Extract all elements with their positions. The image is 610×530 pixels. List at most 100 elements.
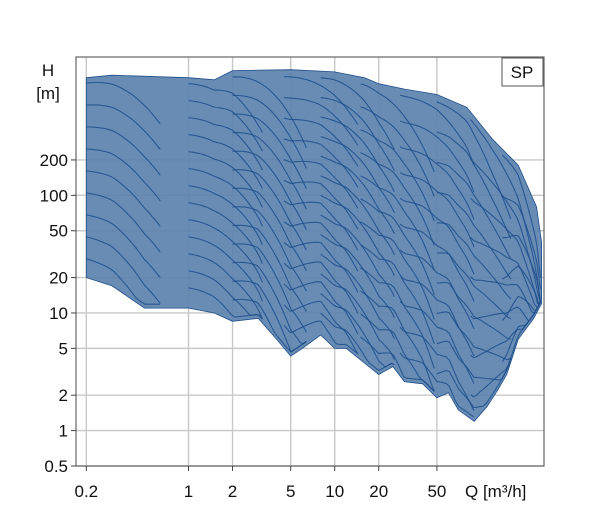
pump-curve <box>501 301 541 362</box>
pump-curve <box>436 357 512 409</box>
y-tick-label: 50 <box>49 222 68 241</box>
pump-curve <box>320 155 395 234</box>
pump-curve <box>188 253 263 320</box>
plot-frame <box>75 56 545 467</box>
pump-curve <box>399 120 475 193</box>
pump-curve <box>188 202 263 264</box>
pump-curve <box>399 249 475 330</box>
pump-curve <box>436 192 512 280</box>
pump-curve <box>501 154 541 278</box>
x-tick-label: 0.2 <box>74 482 98 501</box>
pump-curve <box>232 187 307 271</box>
pump-curve <box>188 168 263 227</box>
pump-curve <box>470 158 541 303</box>
pump-curve <box>502 195 541 290</box>
pump-curve <box>501 295 541 321</box>
pump-curve <box>188 83 263 133</box>
pump-curve <box>283 179 359 230</box>
pump-curve <box>320 175 395 255</box>
y-tick-labels: 0.5 1 2 5 10 20 50 100 200 <box>40 151 68 476</box>
pump-curve <box>436 340 512 381</box>
pump-curve <box>283 117 359 167</box>
y-axis-title: H <box>42 61 54 80</box>
pump-curve <box>86 126 161 176</box>
pump-curve <box>320 253 395 339</box>
pump-curve <box>320 77 395 151</box>
pump-curve <box>188 219 263 283</box>
x-tick-labels: 0.2 1 2 5 10 20 50 <box>74 482 446 501</box>
pump-curve <box>399 275 475 357</box>
performance-curves <box>85 69 542 422</box>
pump-curve <box>232 206 307 292</box>
pump-curve <box>232 94 307 169</box>
pump-curve <box>320 116 395 193</box>
pump-curve <box>399 301 475 384</box>
pump-curve <box>283 281 359 335</box>
y-tick-label: 1 <box>59 422 68 441</box>
pump-curve <box>232 224 307 312</box>
pump-curve <box>232 243 307 333</box>
pump-curve <box>283 241 359 293</box>
pump-curve <box>86 214 161 279</box>
pump-curve <box>86 81 161 125</box>
pump-curve <box>399 146 475 220</box>
pump-curve <box>360 83 435 173</box>
pump-curve <box>470 276 541 314</box>
pump-curve <box>232 261 307 345</box>
pump-curve <box>436 131 512 240</box>
pump-curve <box>502 265 541 307</box>
pump-curve <box>436 281 511 340</box>
y-tick-label: 20 <box>49 269 68 288</box>
pump-curve <box>320 234 395 318</box>
pump-curve <box>399 326 475 412</box>
pump-curve <box>86 258 161 305</box>
pump-curve <box>232 150 307 230</box>
x-tick-label: 10 <box>325 482 344 501</box>
pump-curve <box>320 214 395 297</box>
pump-curve <box>360 175 435 271</box>
pump-curve <box>399 352 475 418</box>
pump-curve <box>232 76 307 149</box>
tick-marks <box>71 159 438 471</box>
y-tick-label: 100 <box>40 186 68 205</box>
x-tick-label: 20 <box>369 482 388 501</box>
pump-curve <box>283 261 359 314</box>
pump-curve <box>360 313 435 392</box>
pump-curve <box>86 104 161 150</box>
pump-curve <box>320 96 395 172</box>
pump-curve <box>188 236 263 302</box>
pump-curve <box>232 113 307 190</box>
pump-curve <box>188 270 263 320</box>
pump-curve <box>436 252 512 320</box>
pump-curve <box>470 197 541 305</box>
pump-curve <box>283 96 359 146</box>
pump-curve <box>470 237 541 309</box>
y-tick-label: 5 <box>59 339 68 358</box>
pump-curve <box>436 222 512 300</box>
pump-curve <box>188 117 263 171</box>
pump-curve <box>320 292 395 368</box>
pump-curve <box>188 151 263 208</box>
pump-curve <box>320 194 395 276</box>
pump-curve <box>399 197 475 275</box>
x-tick-label: 2 <box>228 482 237 501</box>
x-tick-label: 1 <box>184 482 193 501</box>
y-tick-label: 2 <box>59 386 68 405</box>
pump-curve <box>188 134 263 189</box>
pump-curve <box>283 138 359 188</box>
pump-curve <box>399 94 475 166</box>
pump-curve <box>232 132 307 210</box>
pump-curve <box>360 152 435 246</box>
pump-curve <box>399 223 475 302</box>
y-tick-label: 0.5 <box>44 457 68 476</box>
pump-curve <box>436 101 512 220</box>
pump-curve <box>360 198 435 295</box>
x-tick-label: 5 <box>286 482 295 501</box>
pump-curve <box>320 273 395 360</box>
pump-curve <box>436 311 512 361</box>
pump-curve <box>360 129 435 222</box>
pump-curve <box>283 320 359 355</box>
pump-curve <box>360 267 435 369</box>
pump-curve <box>436 161 512 260</box>
